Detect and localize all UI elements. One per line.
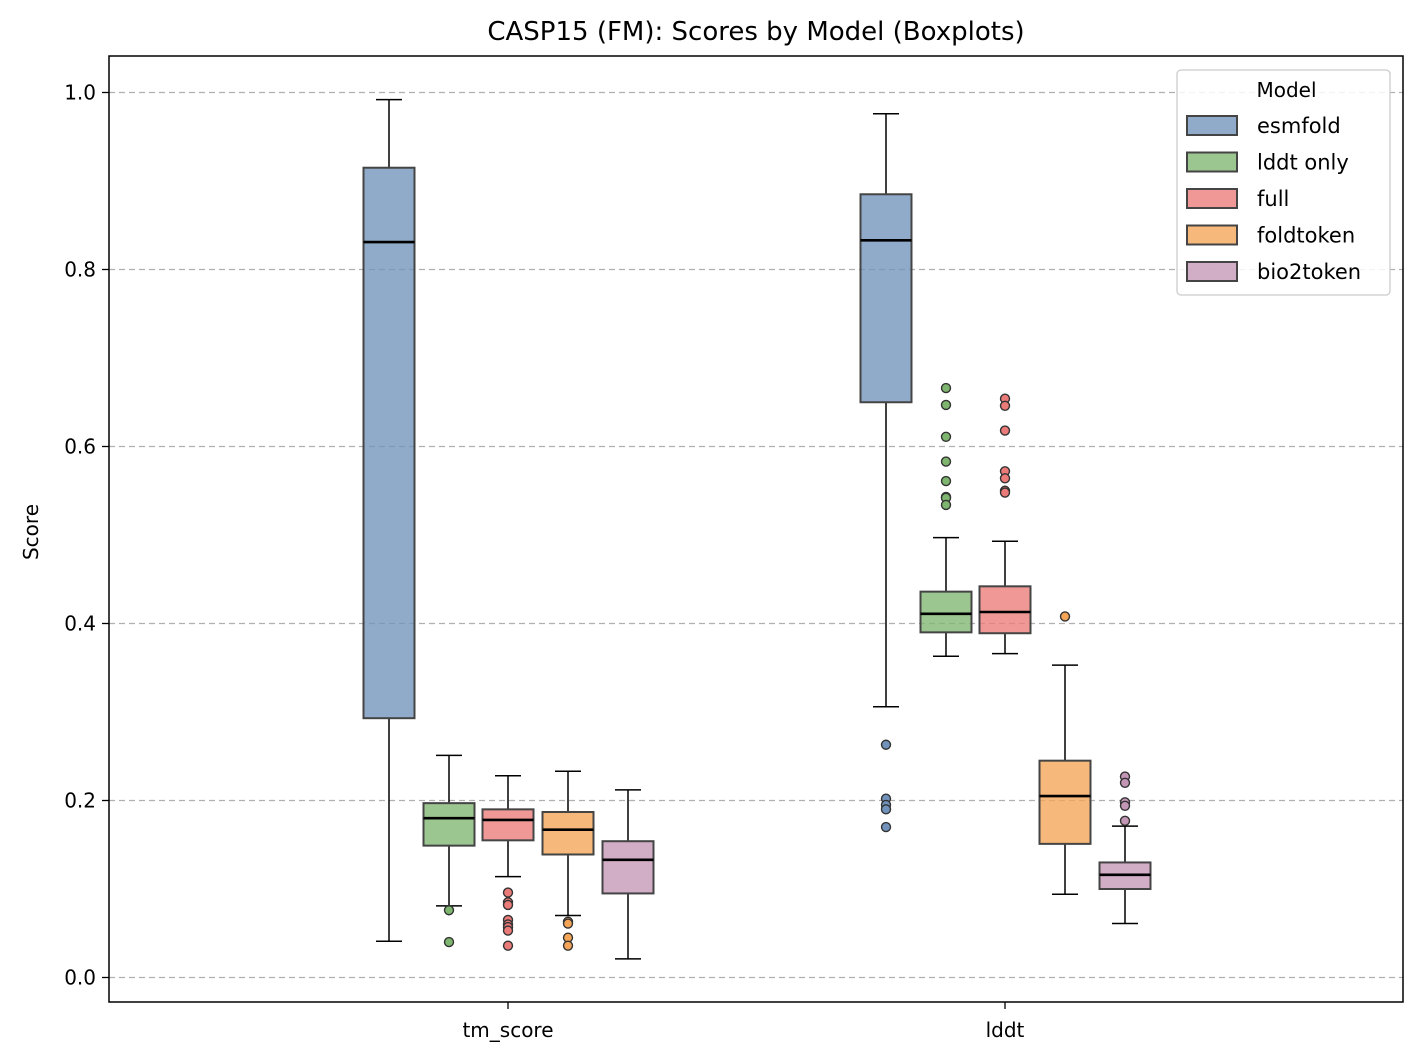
outlier-point bbox=[940, 499, 952, 511]
outlier-point bbox=[880, 739, 892, 750]
legend-item-esmfold[interactable]: esmfold bbox=[1186, 114, 1341, 138]
legend-swatch bbox=[1186, 261, 1238, 282]
outlier-point bbox=[562, 918, 574, 929]
outlier-point bbox=[502, 940, 514, 951]
y-tick-label: 0.0 bbox=[64, 966, 96, 990]
y-tick-label: 0.6 bbox=[64, 435, 96, 459]
outlier-point bbox=[443, 905, 455, 916]
legend-swatch bbox=[1186, 115, 1238, 136]
box-bio2token-tm_score bbox=[601, 789, 655, 960]
box-iqr bbox=[919, 590, 973, 634]
outlier-point bbox=[940, 431, 952, 442]
grid-lines bbox=[109, 91, 1403, 979]
outlier-point bbox=[880, 821, 892, 833]
y-tick-label: 0.8 bbox=[64, 258, 96, 282]
box-iqr bbox=[859, 193, 913, 404]
x-tick-label: lddt bbox=[986, 1018, 1025, 1042]
box-group bbox=[362, 98, 1152, 960]
box-iqr bbox=[1038, 759, 1092, 845]
y-tick-label: 0.4 bbox=[64, 612, 96, 636]
outlier-point bbox=[999, 473, 1011, 484]
legend-title: Model bbox=[1256, 78, 1316, 102]
box-bio2token-lddt bbox=[1098, 771, 1152, 925]
outlier-point bbox=[502, 887, 514, 898]
outlier-point bbox=[502, 925, 514, 936]
legend-item-bio2token[interactable]: bio2token bbox=[1186, 260, 1361, 284]
legend-label: lddt only bbox=[1257, 151, 1349, 175]
y-tick-label: 1.0 bbox=[64, 81, 96, 105]
legend-swatch bbox=[1186, 151, 1238, 173]
chart-title: CASP15 (FM): Scores by Model (Boxplots) bbox=[487, 17, 1024, 47]
outlier-point bbox=[562, 940, 574, 951]
outlier-point bbox=[940, 456, 952, 467]
legend-item-foldtoken[interactable]: foldtoken bbox=[1186, 224, 1355, 248]
legend-label: foldtoken bbox=[1257, 224, 1355, 248]
outlier-point bbox=[880, 804, 892, 815]
outlier-point bbox=[999, 400, 1011, 411]
y-axis-label: Score bbox=[19, 504, 43, 560]
legend-swatch bbox=[1186, 188, 1238, 209]
box-foldtoken-lddt bbox=[1038, 611, 1092, 896]
outlier-point bbox=[940, 475, 952, 487]
outlier-point bbox=[999, 425, 1011, 436]
outlier-point bbox=[1119, 815, 1131, 827]
box-iqr bbox=[362, 166, 416, 720]
box-iqr bbox=[422, 802, 476, 847]
outlier-point bbox=[940, 382, 952, 394]
box-full-tm_score bbox=[481, 774, 535, 951]
plot-area-frame bbox=[108, 55, 1404, 1003]
box-iqr bbox=[978, 585, 1032, 635]
x-tick-label: tm_score bbox=[462, 1018, 553, 1042]
box-esmfold-tm_score bbox=[362, 98, 416, 942]
legend-label: full bbox=[1257, 187, 1289, 211]
outlier-point bbox=[1059, 611, 1071, 622]
legend[interactable]: Model esmfold lddt only full foldtoken bio2to… bbox=[1176, 69, 1391, 296]
box-full-lddt bbox=[978, 393, 1032, 655]
box-lddt-only-lddt bbox=[919, 382, 973, 657]
outlier-point bbox=[1119, 800, 1131, 812]
box-lddt-only-tm_score bbox=[422, 754, 476, 948]
box-iqr bbox=[481, 808, 535, 842]
box-iqr bbox=[541, 811, 595, 856]
legend-item-full[interactable]: full bbox=[1186, 187, 1289, 211]
axes: 0.0 0.2 0.4 0.6 0.8 1.0 tm_score lddt bbox=[64, 81, 1024, 1043]
outlier-point bbox=[1119, 777, 1131, 788]
outlier-point bbox=[443, 936, 455, 948]
outlier-point bbox=[940, 399, 952, 411]
legend-label: esmfold bbox=[1257, 114, 1341, 138]
legend-item-lddt-only[interactable]: lddt only bbox=[1186, 151, 1349, 175]
outlier-point bbox=[502, 899, 514, 911]
box-iqr bbox=[601, 840, 655, 895]
y-tick-label: 0.2 bbox=[64, 789, 96, 813]
box-esmfold-lddt bbox=[859, 112, 913, 833]
box-foldtoken-tm_score bbox=[541, 770, 595, 951]
outlier-point bbox=[999, 487, 1011, 498]
legend-swatch bbox=[1186, 224, 1238, 246]
legend-label: bio2token bbox=[1257, 260, 1361, 284]
